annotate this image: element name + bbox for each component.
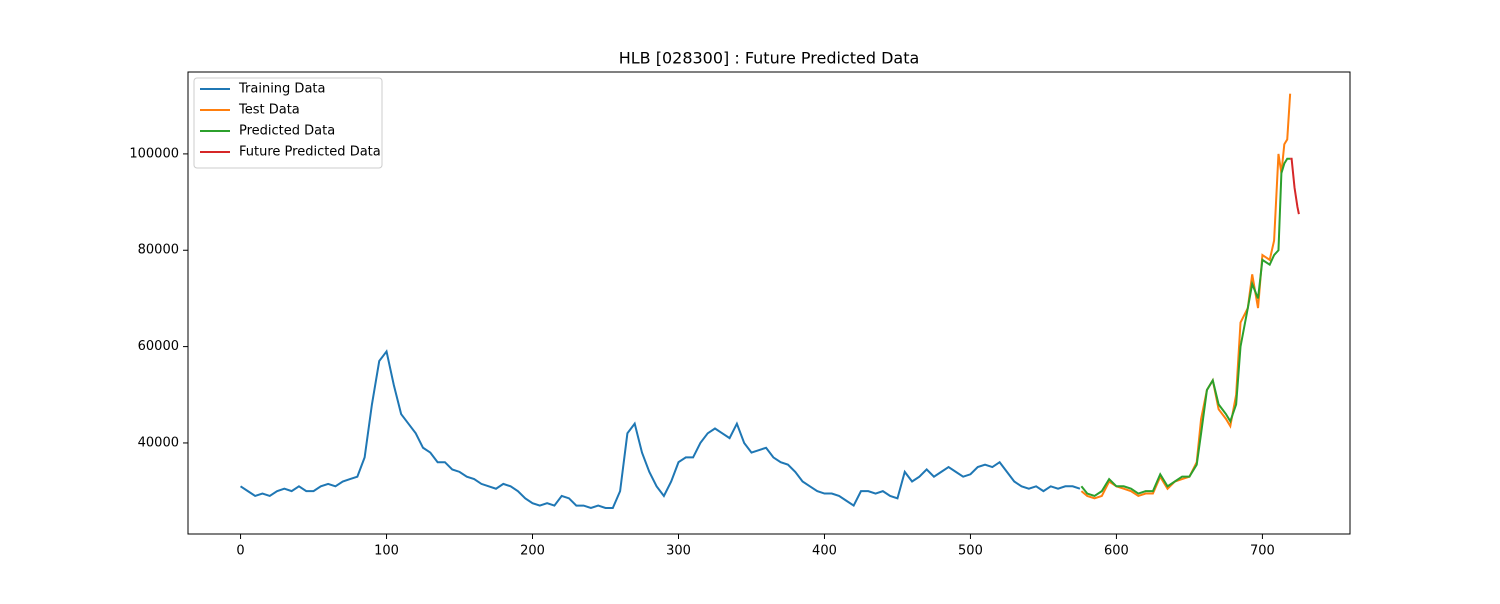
y-tick-label: 80000 (138, 243, 179, 258)
line-series (1080, 157, 1291, 498)
legend-label: Training Data (238, 82, 325, 97)
x-tick-label: 200 (520, 544, 545, 559)
y-tick-label: 60000 (138, 339, 179, 354)
chart-title: HLB [028300] : Future Predicted Data (619, 49, 920, 68)
x-tick-label: 700 (1250, 544, 1275, 559)
x-tick-label: 100 (374, 544, 399, 559)
legend-label: Predicted Data (239, 124, 335, 139)
x-tick-label: 300 (666, 544, 691, 559)
x-tick-label: 600 (1104, 544, 1129, 559)
legend-label: Test Data (238, 103, 300, 118)
line-series (240, 349, 1081, 510)
line-series (1290, 157, 1300, 215)
y-tick-label: 100000 (129, 146, 179, 161)
x-tick-label: 0 (236, 544, 244, 559)
x-tick-label: 400 (812, 544, 837, 559)
y-tick-label: 40000 (138, 435, 179, 450)
x-tick-label: 500 (958, 544, 983, 559)
plot-frame (187, 71, 1351, 535)
legend-box (193, 77, 383, 169)
legend-label: Future Predicted Data (239, 145, 381, 160)
